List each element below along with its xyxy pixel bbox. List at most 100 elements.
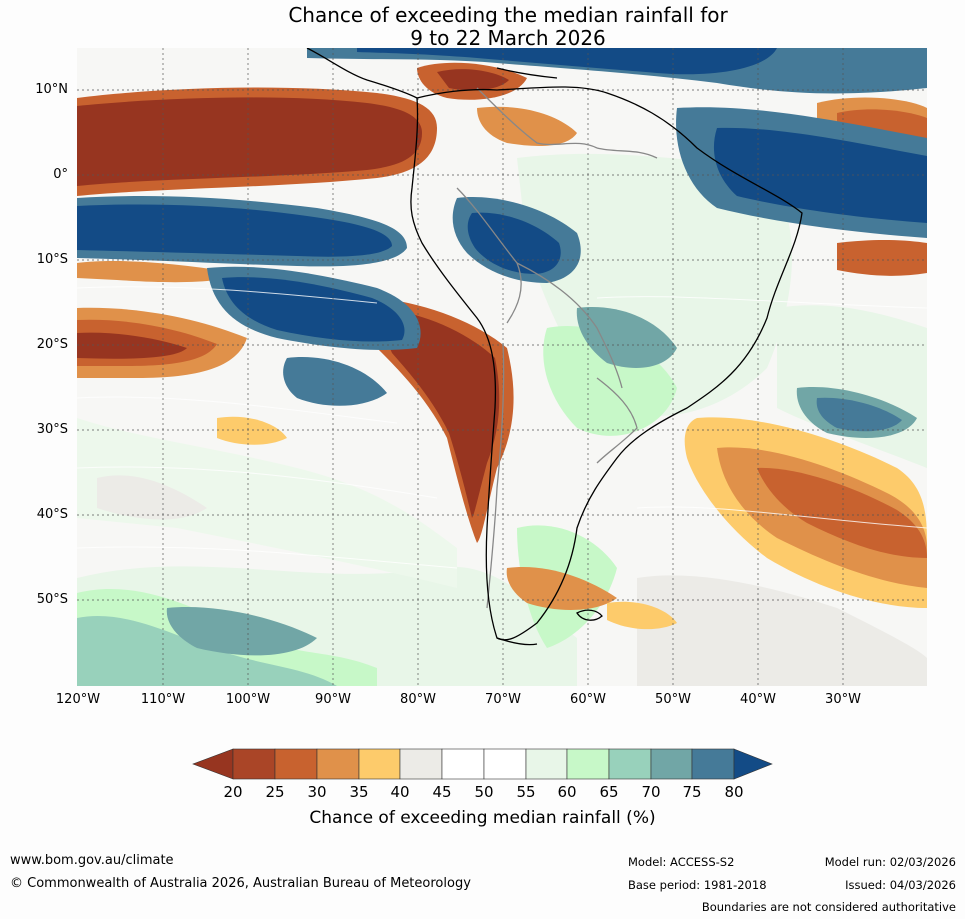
lon-label: 70°W (485, 692, 521, 707)
colorbar-tick: 65 (599, 783, 619, 801)
region-dry-south-atlantic-core (757, 467, 927, 558)
lon-label: 40°W (740, 692, 776, 707)
colorbar-swatch (399, 748, 443, 780)
lat-label: 10°N (35, 82, 68, 97)
country-borders (456, 87, 658, 609)
region-wet-equatorial-band-core (77, 204, 392, 257)
colorbar-tick: 75 (682, 783, 702, 801)
contour-line (636, 506, 927, 529)
region-teal-southwest (77, 616, 337, 686)
title-line-1: Chance of exceeding the median rainfall … (288, 3, 728, 27)
lat-label: 50°S (36, 592, 68, 607)
lon-label: 80°W (400, 692, 436, 707)
lon-label: 30°W (825, 692, 861, 707)
footer-website[interactable]: www.bom.gov.au/climate (10, 853, 174, 868)
region-lightgreen-west (77, 418, 457, 588)
colorbar-label: Chance of exceeding median rainfall (%) (309, 808, 656, 828)
colorbar-swatch (358, 748, 401, 780)
region-wet-caribbean-core (357, 48, 777, 75)
region-dry-caribbean-inner (437, 69, 509, 91)
colorbar-swatch (650, 748, 693, 780)
rainfall-map-svg (77, 48, 927, 686)
lon-label: 100°W (225, 692, 271, 707)
colorbar-tick: 40 (390, 783, 410, 801)
lat-label: 0° (53, 167, 68, 182)
map-wet-layer (77, 48, 927, 656)
rainfall-map[interactable] (77, 48, 927, 686)
lat-label: 40°S (36, 507, 68, 522)
region-neutral-southatlantic (637, 575, 927, 686)
map-light-layer (77, 153, 927, 686)
lat-label: 30°S (36, 422, 68, 437)
colorbar-tick: 50 (474, 783, 494, 801)
colorbar-swatch-high (733, 748, 773, 780)
lon-label: 50°W (655, 692, 691, 707)
region-dry-east-atlantic-band (837, 239, 927, 276)
region-dry-west-band-15s (77, 261, 237, 283)
border-guianas (596, 147, 658, 159)
region-wet-east-atlantic-28s-core (816, 397, 902, 432)
map-contour-lines (77, 286, 927, 569)
lon-label: 110°W (140, 692, 186, 707)
footer-issued: Issued: 04/03/2026 (845, 878, 956, 892)
region-dry-west-30s (217, 416, 287, 445)
contour-line (596, 296, 927, 309)
colorbar-tick: 70 (641, 783, 661, 801)
lon-label: 90°W (315, 692, 351, 707)
colorbar-swatch (441, 748, 485, 780)
region-dry-andes-band-core (386, 310, 500, 518)
colorbar-swatch (525, 748, 568, 780)
lon-label: 60°W (570, 692, 606, 707)
footer-model-run: Model run: 02/03/2026 (824, 855, 956, 869)
contour-line (77, 546, 458, 569)
coastline-tierra-del-fuego (496, 637, 538, 646)
region-neutral-patch (97, 475, 207, 520)
region-wet-east-atlantic-core (713, 127, 927, 223)
coastline-south-america (410, 86, 803, 641)
border-peru-brazil (456, 187, 522, 324)
region-wet-brazil-highlands (576, 307, 677, 368)
region-wet-southern-ocean (166, 607, 317, 656)
border-bolivia (516, 262, 623, 389)
contour-line (77, 396, 398, 424)
colorbar-tick: 35 (349, 783, 369, 801)
colorbar-swatch (483, 748, 527, 780)
coastline-caribbean-islands (496, 67, 558, 79)
map-dry-layer (77, 62, 927, 630)
region-dry-patagonian-shelf (506, 567, 617, 610)
footer-copyright: © Commonwealth of Australia 2026, Austra… (10, 876, 471, 891)
border-paraguay-uruguay (596, 377, 638, 464)
contour-line (77, 466, 438, 499)
colorbar-tick: 55 (516, 783, 536, 801)
region-dry-west-20s-core (77, 332, 187, 359)
border-colombia-venezuela (476, 87, 598, 149)
colorbar-tick: 80 (724, 783, 744, 801)
region-dry-south-patch (607, 601, 677, 630)
colorbar-tick: 20 (223, 783, 243, 801)
coastlines (306, 48, 803, 646)
colorbar-swatch (691, 748, 735, 780)
border-argentina-chile (486, 342, 505, 609)
footer-disclaimer: Boundaries are not considered authoritat… (701, 900, 956, 914)
colorbar-swatch (232, 748, 276, 780)
colorbar-swatch (566, 748, 610, 780)
chart-title: Chance of exceeding the median rainfall … (0, 4, 965, 50)
contour-line (77, 286, 378, 304)
lat-label: 10°S (36, 252, 68, 267)
region-dry-north-brazil (477, 106, 577, 146)
coastline-falklands (576, 609, 603, 621)
region-wet-pacific-28s (283, 357, 387, 406)
lat-label: 20°S (36, 337, 68, 352)
colorbar-swatch (316, 748, 360, 780)
footer-base-period: Base period: 1981-2018 (628, 878, 767, 892)
region-wet-caribbean-outer (307, 48, 927, 94)
footer-model: Model: ACCESS-S2 (628, 855, 735, 869)
colorbar (192, 748, 773, 780)
colorbar-tick: 30 (307, 783, 327, 801)
colorbar-swatch-low (192, 748, 234, 780)
colorbar-swatch (608, 748, 652, 780)
coastline-central-america (306, 48, 418, 99)
colorbar-swatch (274, 748, 318, 780)
colorbar-tick: 25 (265, 783, 285, 801)
title-line-2: 9 to 22 March 2026 (410, 26, 606, 50)
